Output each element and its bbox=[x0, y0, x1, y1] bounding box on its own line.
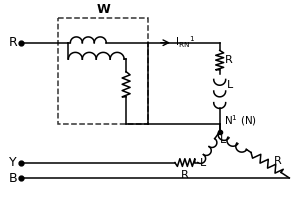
Text: W: W bbox=[96, 3, 110, 16]
Text: L: L bbox=[227, 80, 233, 90]
Text: R: R bbox=[181, 170, 189, 180]
Text: I$_{\mathrm{RN}}$$^{1}$: I$_{\mathrm{RN}}$$^{1}$ bbox=[175, 34, 195, 50]
Text: Y: Y bbox=[9, 156, 16, 169]
Text: N$^{1}$ (N): N$^{1}$ (N) bbox=[224, 113, 257, 128]
Bar bbox=[58, 18, 148, 124]
Text: R: R bbox=[274, 156, 282, 166]
Text: R: R bbox=[9, 36, 17, 49]
Text: L: L bbox=[220, 136, 226, 145]
Text: B: B bbox=[9, 172, 17, 184]
Text: L: L bbox=[200, 158, 206, 168]
Text: R: R bbox=[225, 55, 233, 65]
